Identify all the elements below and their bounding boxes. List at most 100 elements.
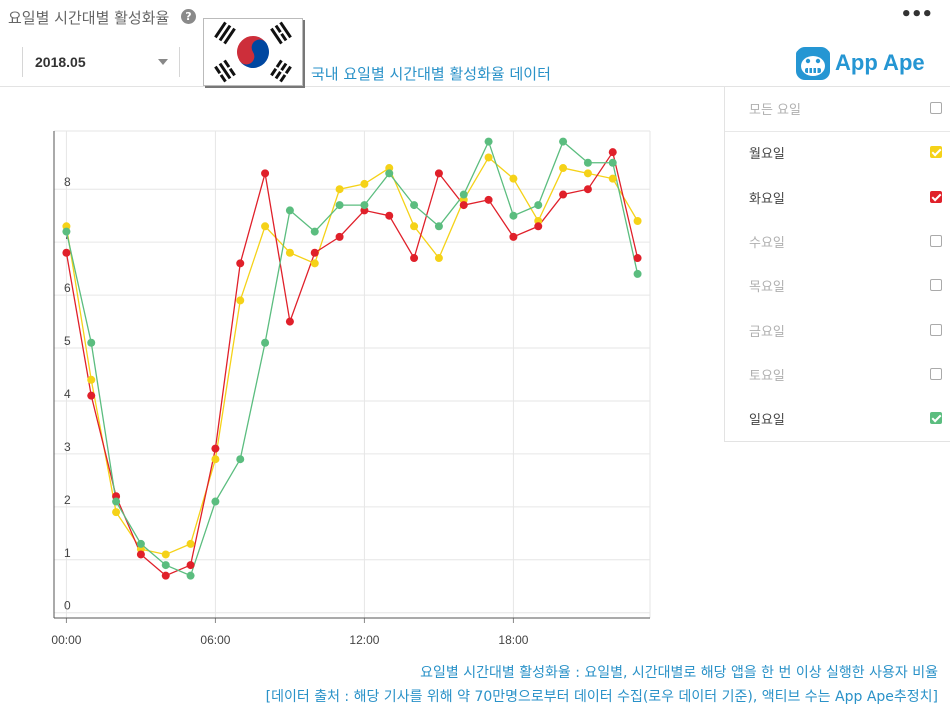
day-filter-item[interactable]: 토요일 xyxy=(725,353,950,397)
data-point xyxy=(285,317,294,326)
checkbox-icon[interactable] xyxy=(930,102,942,114)
day-filter-item[interactable]: 월요일 xyxy=(725,131,950,175)
data-point xyxy=(186,571,195,580)
data-point xyxy=(385,169,394,178)
data-point xyxy=(335,185,344,194)
data-point xyxy=(310,248,319,257)
data-point xyxy=(360,179,369,188)
more-icon[interactable]: ••• xyxy=(900,4,933,25)
day-filter-item[interactable]: 금요일 xyxy=(725,309,950,353)
y-tick-label: 3 xyxy=(64,440,71,454)
data-point xyxy=(583,185,592,194)
series-line xyxy=(65,156,639,556)
y-tick-label: 1 xyxy=(64,546,71,560)
data-point xyxy=(509,174,518,183)
day-filter-item[interactable]: 화요일 xyxy=(725,176,950,220)
x-tick-label: 00:00 xyxy=(51,633,81,647)
data-point xyxy=(161,571,170,580)
app-ape-logo: App Ape xyxy=(795,44,935,84)
filter-bar: 2018.05 xyxy=(0,38,950,87)
top-bar: 요일별 시간대별 활성화율 ? ••• xyxy=(0,0,950,39)
data-point xyxy=(87,375,96,384)
data-point xyxy=(62,227,71,236)
checkbox-icon[interactable] xyxy=(930,367,942,380)
checkbox-checked-icon[interactable] xyxy=(930,190,942,203)
flag-caption: 국내 요일별 시간대별 활성화율 데이터 xyxy=(311,65,551,83)
day-filter-label: 금요일 xyxy=(749,324,785,340)
footnote-source: [데이터 출처 : 해당 기사를 위해 약 70만명으로부터 데이터 수집(로우… xyxy=(265,689,938,705)
data-point xyxy=(583,158,592,167)
day-filter-item[interactable]: 일요일 xyxy=(725,397,950,441)
day-filter-label: 일요일 xyxy=(749,413,785,429)
data-point xyxy=(509,211,518,220)
checkbox-checked-icon[interactable] xyxy=(930,146,942,159)
day-filter-label: 목요일 xyxy=(749,280,785,296)
series-line xyxy=(65,139,639,577)
data-point xyxy=(211,455,220,464)
day-filter-item[interactable]: 수요일 xyxy=(725,220,950,264)
data-point xyxy=(509,232,518,241)
data-point xyxy=(161,561,170,570)
data-point xyxy=(335,201,344,210)
y-tick-label: 5 xyxy=(64,334,71,348)
data-point xyxy=(410,222,419,231)
data-point xyxy=(360,201,369,210)
data-point xyxy=(608,174,617,183)
data-point xyxy=(261,169,270,178)
data-point xyxy=(62,248,71,257)
data-point xyxy=(459,190,468,199)
divider xyxy=(725,131,950,132)
data-point xyxy=(236,455,245,464)
y-tick-label: 4 xyxy=(64,387,71,401)
month-select[interactable]: 2018.05 xyxy=(24,42,178,82)
question-icon[interactable]: ? xyxy=(181,9,196,24)
data-point xyxy=(211,444,220,453)
data-point xyxy=(534,201,543,210)
data-point xyxy=(633,216,642,225)
checkbox-icon[interactable] xyxy=(930,279,942,292)
day-filter-item[interactable]: 모든 요일 xyxy=(725,87,950,132)
data-point xyxy=(434,254,443,263)
checkbox-icon[interactable] xyxy=(930,323,942,336)
data-point xyxy=(434,169,443,178)
y-tick-label: 2 xyxy=(64,493,71,507)
y-tick-label: 0 xyxy=(64,599,71,613)
series xyxy=(62,137,642,580)
y-tick-label: 6 xyxy=(64,281,71,295)
data-point xyxy=(261,222,270,231)
month-value: 2018.05 xyxy=(35,54,86,70)
south-korea-flag-icon xyxy=(203,18,303,86)
checkbox-checked-icon[interactable] xyxy=(930,412,942,425)
data-point xyxy=(87,338,96,347)
divider xyxy=(179,47,180,77)
page-title: 요일별 시간대별 활성화율 xyxy=(8,9,170,27)
data-point xyxy=(236,259,245,268)
data-point xyxy=(385,211,394,220)
chevron-down-icon xyxy=(158,59,168,65)
day-filter-item[interactable]: 목요일 xyxy=(725,264,950,308)
x-tick-label: 12:00 xyxy=(349,633,379,647)
day-filter-label: 월요일 xyxy=(749,147,785,163)
data-point xyxy=(112,497,121,506)
data-point xyxy=(87,391,96,400)
data-point xyxy=(410,201,419,210)
data-point xyxy=(434,222,443,231)
data-point xyxy=(559,164,568,173)
data-point xyxy=(608,148,617,157)
day-filter-label: 모든 요일 xyxy=(749,103,801,118)
divider xyxy=(22,47,23,77)
data-point xyxy=(136,539,145,548)
data-point xyxy=(310,259,319,268)
data-point xyxy=(534,222,543,231)
data-point xyxy=(310,227,319,236)
day-filter-label: 화요일 xyxy=(749,191,785,207)
data-point xyxy=(335,232,344,241)
data-point xyxy=(559,190,568,199)
data-point xyxy=(583,169,592,178)
footnote-definition: 요일별 시간대별 활성화율 : 요일별, 시간대별로 해당 앱을 한 번 이상 … xyxy=(420,665,938,681)
checkbox-icon[interactable] xyxy=(930,234,942,247)
data-point xyxy=(261,338,270,347)
